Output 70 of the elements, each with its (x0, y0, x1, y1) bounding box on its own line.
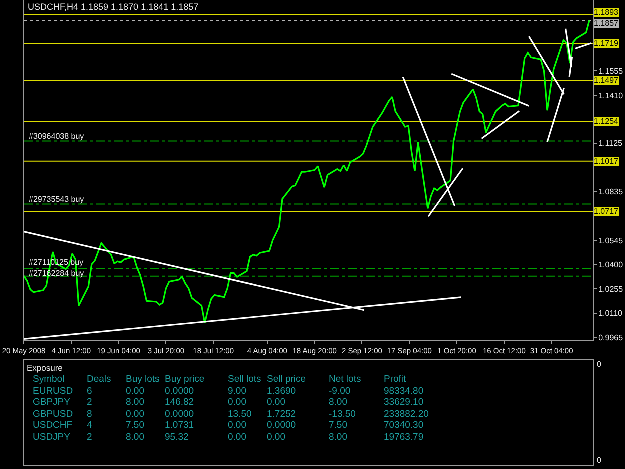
text: 95.32 (165, 432, 189, 443)
text: 0 (597, 360, 602, 369)
text: 8.00 (329, 397, 348, 408)
category-label: Buy price (165, 374, 205, 385)
category-label: Net lots (329, 374, 362, 385)
category-label: USDJPY (33, 432, 70, 443)
category-label: Buy lots (126, 374, 160, 385)
text: Exposure (27, 363, 64, 373)
text: 7.50 (329, 420, 348, 431)
category-label: Profit (384, 374, 407, 385)
y-tick-label: 1.1410 (598, 91, 624, 100)
category-label: GBPJPY (33, 397, 70, 408)
text: 7.50 (126, 420, 144, 431)
text: 0.00 (126, 386, 144, 397)
y-tick-label: 1.1125 (598, 139, 624, 148)
text: 6 (87, 386, 92, 397)
text: 2 (87, 397, 92, 408)
text: 0.00 (126, 409, 144, 420)
text: -13.50 (329, 409, 356, 420)
category-label: Sell lots (228, 374, 262, 385)
category-label: EURUSD (33, 386, 74, 397)
text: 33629.10 (384, 397, 424, 408)
text: 8 (87, 409, 92, 420)
ref-line-label: 1.1893 (594, 8, 620, 17)
category-label: USDCHF (33, 420, 73, 431)
text: -9.00 (329, 386, 351, 397)
text: 0.00 (228, 432, 246, 443)
ref-line-label: 1.1254 (594, 117, 620, 126)
ref-line-label: #29735543 buy (29, 195, 84, 204)
text: 0.00 (228, 397, 246, 408)
text: 146.82 (165, 397, 194, 408)
y-tick-label: 0.9965 (598, 333, 624, 342)
text: Symbol (33, 374, 65, 385)
y-tick-label: 1.0835 (598, 188, 624, 197)
ref-line-label: 1.1497 (594, 76, 620, 85)
text: 98334.80 (384, 386, 424, 397)
text: 9.00 (228, 386, 246, 397)
y-tick-label: 1.0400 (598, 260, 624, 270)
ref-line-label: 1.1017 (594, 157, 620, 166)
text: 0.00 (267, 432, 286, 443)
ref-line-label: #30964038 buy (29, 132, 84, 141)
y-tick-label: 1.0110 (598, 309, 624, 318)
ref-line-label: 1.0717 (594, 207, 620, 216)
text: 0 (597, 456, 602, 465)
text: 8.00 (126, 432, 144, 443)
text: 0.00 (228, 420, 246, 431)
category-label: GBPUSD (33, 409, 74, 420)
text: 70340.30 (384, 420, 424, 431)
category-label: Sell price (267, 374, 306, 385)
text: 1.0731 (165, 420, 194, 431)
text: 1.3690 (267, 386, 296, 397)
text: 0.00 (267, 397, 286, 408)
text: 8.00 (126, 397, 144, 408)
y-tick-label: 1.0255 (598, 284, 624, 294)
ref-line-label: 1.1719 (594, 39, 620, 48)
text: 19763.79 (384, 432, 424, 443)
y-tick-label: 1.1555 (598, 67, 624, 76)
text: 0.0000 (267, 420, 296, 431)
y-tick-label: 1.0545 (598, 236, 624, 246)
chart-title: USDCHF,H4 1.1859 1.1870 1.1841 1.1857 (28, 2, 199, 12)
text: 8.00 (329, 432, 348, 443)
category-label: Deals (87, 374, 112, 385)
text: 0.0000 (165, 409, 194, 420)
text: 4 (87, 420, 92, 431)
text: 1.7252 (267, 409, 296, 420)
text: 2 (87, 432, 92, 443)
text: 233882.20 (384, 409, 429, 420)
ref-line-label: 1.1857 (594, 19, 620, 28)
text: 13.50 (228, 409, 252, 420)
text: 0.0000 (165, 386, 194, 397)
